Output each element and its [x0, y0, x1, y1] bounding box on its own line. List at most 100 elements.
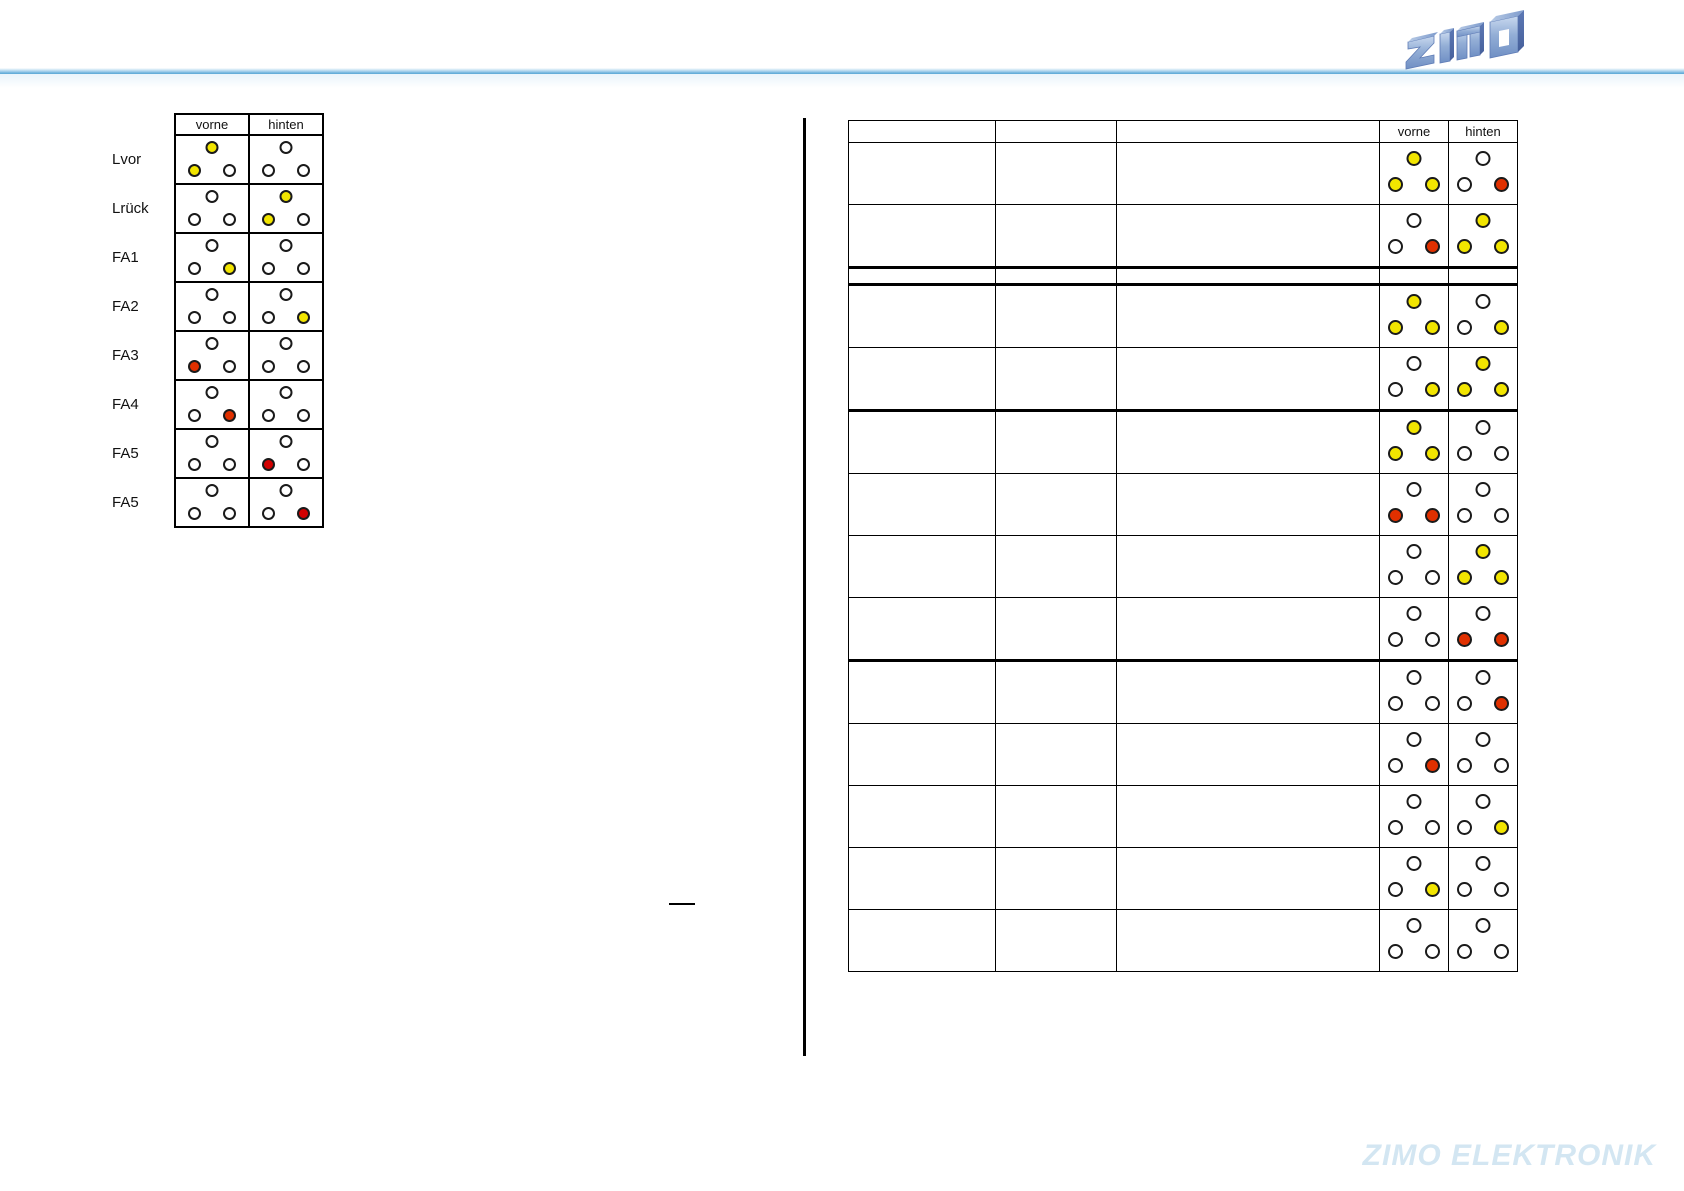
left-table-row: FA5	[112, 477, 324, 528]
led-vorne-bottom-right-yellow	[1425, 177, 1440, 192]
left-row-label-fa4: FA4	[112, 396, 139, 413]
left-cell-vorne-2	[174, 232, 250, 283]
led-vorne-bottom-right-yellow	[1425, 320, 1440, 335]
right-col-header-1	[848, 120, 996, 143]
led-vorne-bottom-left-red	[188, 360, 201, 373]
right-cell-vorne-0	[1379, 142, 1449, 205]
led-hinten-bottom-left-off	[1457, 508, 1472, 523]
right-cell-hinten-8	[1448, 597, 1518, 661]
left-row-label-fa1: FA1	[112, 249, 139, 266]
right-col-header-vorne: vorne	[1379, 120, 1449, 143]
led-vorne-top-off	[205, 190, 219, 203]
led-hinten-top-off	[279, 288, 293, 301]
right-cell-vorne-7	[1379, 535, 1449, 598]
right-cell-vorne-4	[1379, 347, 1449, 411]
right-cell-vorne-5	[1379, 409, 1449, 474]
led-vorne-bottom-left-yellow	[1388, 177, 1403, 192]
led-vorne-bottom-right-red	[223, 409, 236, 422]
led-vorne-top-yellow	[1406, 420, 1422, 435]
right-cell-hinten-12	[1448, 847, 1518, 910]
led-vorne-top-off	[205, 239, 219, 252]
led-vorne-bottom-right-yellow	[223, 262, 236, 275]
right-cell-hinten-2	[1448, 266, 1518, 285]
led-hinten-bottom-right-off	[297, 262, 310, 275]
left-table-row: FA5	[112, 428, 324, 479]
led-vorne-top-off	[1406, 213, 1422, 228]
led-vorne-top-off	[205, 435, 219, 448]
right-cell-hinten-4	[1448, 347, 1518, 411]
right-table-row	[848, 409, 1518, 474]
led-hinten-bottom-left-off	[262, 311, 275, 324]
right-cell-text-1-2	[848, 266, 996, 285]
led-hinten-bottom-right-off	[1494, 944, 1509, 959]
left-row-label-fa2: FA2	[112, 298, 139, 315]
page-header	[0, 0, 1684, 96]
led-vorne-bottom-right-red-outline	[223, 360, 236, 373]
led-hinten-bottom-left-off	[1457, 944, 1472, 959]
led-vorne-bottom-left-off	[188, 311, 201, 324]
right-cell-text-1-4	[848, 347, 996, 411]
led-vorne-top-off	[205, 386, 219, 399]
led-hinten-bottom-left-off	[262, 164, 275, 177]
right-cell-text-1-8	[848, 597, 996, 661]
right-cell-text-2-4	[995, 347, 1117, 411]
led-hinten-bottom-right-yellow	[1494, 239, 1509, 254]
left-row-label-lrck: Lrück	[112, 200, 149, 217]
left-cell-hinten-2	[248, 232, 324, 283]
right-cell-vorne-8	[1379, 597, 1449, 661]
header-accent-rule	[0, 68, 1684, 78]
left-cell-hinten-0	[248, 134, 324, 185]
left-cell-vorne-4	[174, 330, 250, 381]
right-cell-hinten-0	[1448, 142, 1518, 205]
led-hinten-top-off	[1475, 856, 1491, 871]
led-hinten-top-off	[279, 337, 293, 350]
right-table-row	[848, 785, 1518, 848]
led-hinten-top-yellow	[1475, 213, 1491, 228]
right-cell-text-3-8	[1116, 597, 1380, 661]
right-cell-text-3-7	[1116, 535, 1380, 598]
led-hinten-bottom-right-red	[1494, 177, 1509, 192]
right-table-row	[848, 659, 1518, 724]
left-table-row: FA1	[112, 232, 324, 283]
right-cell-text-1-9	[848, 659, 996, 724]
led-vorne-bottom-right-off	[223, 213, 236, 226]
left-mapping-table-wrapper: vorne hinten Lvor Lrück FA1 FA2 FA3 FA4 FA5 FA5	[112, 113, 324, 528]
left-cell-vorne-7	[174, 477, 250, 528]
led-hinten-bottom-right-off	[297, 458, 310, 471]
right-cell-hinten-1	[1448, 204, 1518, 268]
right-cell-vorne-13	[1379, 909, 1449, 972]
led-vorne-bottom-left-off	[1388, 632, 1403, 647]
led-hinten-bottom-left-off	[262, 360, 275, 373]
led-vorne-bottom-right-off	[1425, 570, 1440, 585]
left-cell-hinten-5	[248, 379, 324, 430]
right-cell-text-2-11	[995, 785, 1117, 848]
right-cell-vorne-6	[1379, 473, 1449, 536]
led-hinten-bottom-left-yellow	[1457, 570, 1472, 585]
left-row-label-fa5: FA5	[112, 445, 139, 462]
right-col-header-3	[1116, 120, 1380, 143]
right-cell-text-3-1	[1116, 204, 1380, 268]
led-hinten-top-yellow	[279, 190, 293, 203]
left-table-header-row: vorne hinten	[112, 113, 324, 136]
led-vorne-top-off	[1406, 918, 1422, 933]
led-hinten-bottom-right-off	[1494, 882, 1509, 897]
led-vorne-bottom-left-off	[1388, 820, 1403, 835]
right-table-row	[848, 473, 1518, 536]
led-hinten-top-off	[1475, 606, 1491, 621]
led-vorne-bottom-left-red	[1388, 508, 1403, 523]
led-vorne-bottom-right-off	[1425, 696, 1440, 711]
led-hinten-bottom-left-off	[262, 507, 275, 520]
led-vorne-bottom-left-off	[1388, 570, 1403, 585]
led-vorne-top-off	[1406, 732, 1422, 747]
right-cell-text-2-0	[995, 142, 1117, 205]
right-table-row	[848, 266, 1518, 285]
led-hinten-top-yellow	[1475, 356, 1491, 371]
left-row-label-fa5: FA5	[112, 494, 139, 511]
left-col-header-hinten: hinten	[248, 113, 324, 136]
right-cell-hinten-5	[1448, 409, 1518, 474]
led-hinten-top-off	[1475, 918, 1491, 933]
right-cell-vorne-11	[1379, 785, 1449, 848]
left-cell-vorne-5	[174, 379, 250, 430]
led-hinten-bottom-right-red	[1494, 696, 1509, 711]
led-vorne-top-off	[1406, 794, 1422, 809]
